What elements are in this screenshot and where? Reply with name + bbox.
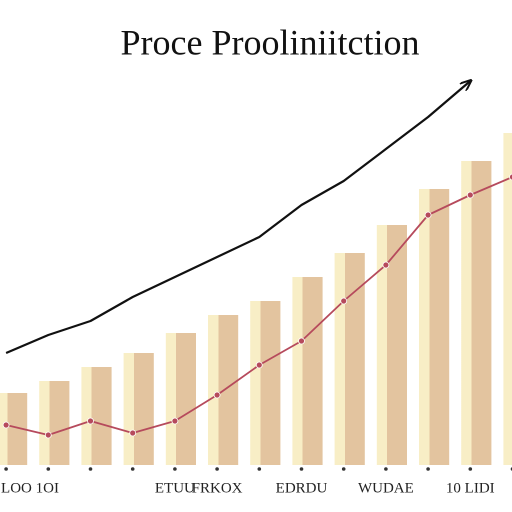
line-marker [382,261,390,269]
x-tick-dot [426,467,430,471]
x-tick-dot [88,467,93,471]
x-tick-label: ETUU [155,480,195,496]
x-tick-dot [468,467,473,471]
chart-title: Proce Prooliniitction [121,22,420,62]
bar [81,367,112,465]
line-marker [87,417,94,425]
line-marker [466,191,474,199]
bar [292,277,323,465]
bar [250,301,281,465]
x-tick-label: FRKOX [192,480,243,496]
bar [334,253,365,465]
line-marker [255,361,263,369]
bar [39,381,70,465]
x-tick-dot [215,467,219,471]
bar [503,133,512,465]
x-tick-label: EDRDU [276,480,328,496]
x-tick-dot [4,467,8,471]
bar [419,189,450,465]
x-tick-label: 10 LIDI [446,480,495,496]
line-marker [509,173,512,181]
x-tick-dot [130,467,135,471]
x-tick-dot [173,467,177,471]
line-marker [129,429,137,437]
x-tick-label: LOO 1OI [1,480,59,496]
bar [376,225,407,465]
line-marker [171,417,179,425]
bar [123,353,154,465]
line-marker [213,391,221,399]
x-tick-dot [384,467,388,471]
x-tick-dot [299,467,304,471]
line-marker [424,211,432,219]
bar [461,161,492,465]
line-marker [44,431,52,439]
bar [165,333,196,465]
line-marker [298,337,305,345]
x-tick-dot [341,467,346,471]
x-tick-dot [257,467,262,471]
line-marker [2,421,10,429]
line-marker [340,297,348,305]
trend-line [5,81,470,355]
x-tick-dot [46,467,51,471]
x-tick-label: WUDAE [358,480,414,496]
